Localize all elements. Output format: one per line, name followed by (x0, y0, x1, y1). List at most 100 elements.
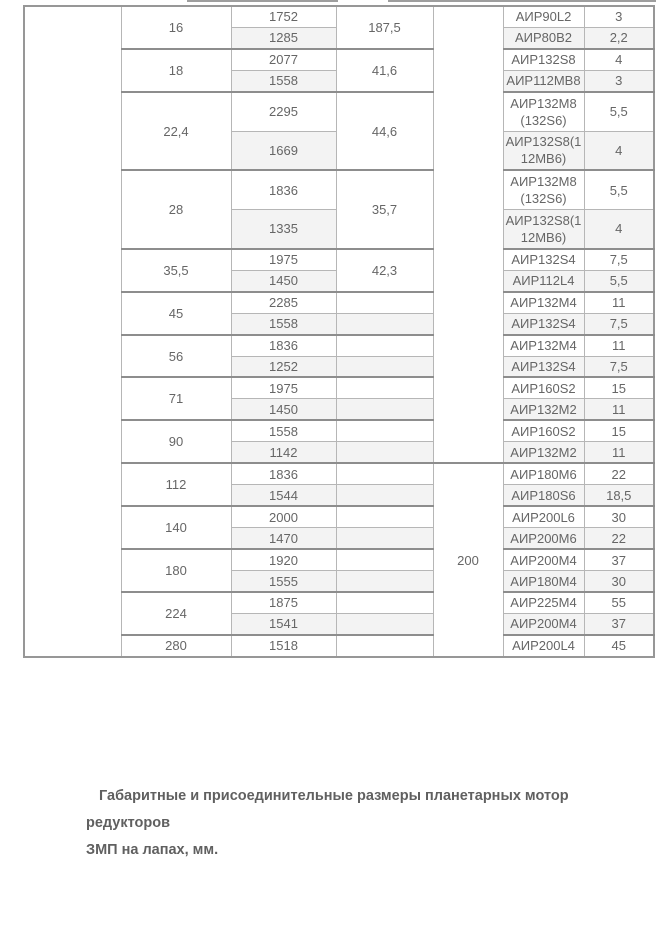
merged-value-cell (335, 484, 434, 507)
cutoff-mark (388, 0, 656, 2)
power-cell: 3 (583, 69, 655, 93)
motor-name-cell: АИР200М4 (502, 612, 585, 636)
power-cell: 5,5 (583, 269, 655, 293)
table-row: 1541 АИР200М4 37 (24, 612, 655, 636)
motor-name-cell: АИР200L6 (502, 505, 585, 529)
table-row: 45 2285 АИР132М4 11 (24, 290, 655, 336)
motor-name-cell: АИР132М4 (502, 290, 585, 314)
motor-name-cell: АИР160S2 (502, 419, 585, 443)
table-row: 56 1836 АИР132М4 11 (24, 333, 655, 378)
power-cell: 7,5 (583, 355, 655, 378)
power-cell: 37 (583, 612, 655, 636)
speed-value-cell: 1669 (230, 130, 337, 171)
power-cell: 15 (583, 376, 655, 400)
motor-name-cell: АИР132М2 (502, 398, 585, 421)
power-cell: 4 (583, 209, 655, 250)
speed-value-cell: 1558 (230, 69, 337, 93)
power-cell: 2,2 (583, 26, 655, 50)
power-cell: 18,5 (583, 484, 655, 507)
power-cell: 4 (583, 47, 655, 71)
speed-value-cell: 2077 (230, 47, 337, 71)
cutoff-mark (187, 0, 338, 2)
speed-value-cell: 1558 (230, 312, 337, 336)
table-row: 18 2077 41,6 АИР132S8 4 (24, 47, 655, 93)
merged-value-cell (335, 570, 434, 593)
motor-name-cell: АИР132М4 (502, 333, 585, 357)
motor-name-cell: АИР180М6 (502, 462, 585, 486)
speed-value-cell: 1920 (230, 548, 337, 572)
ratio-cell: 180 (120, 548, 232, 593)
table-row: 1252 АИР132S4 7,5 (24, 355, 655, 378)
power-cell: 3 (583, 5, 655, 28)
speed-value-cell: 1836 (230, 333, 337, 357)
ratio-cell: 112 (120, 462, 232, 507)
ratio-cell: 56 (120, 333, 232, 378)
ratio-cell: 28 (120, 169, 232, 250)
ratio-cell: 18 (120, 47, 232, 93)
table-row: 1669 АИР132S8(112МВ6) 4 (24, 130, 655, 171)
motor-name-cell: АИР132М8(132S6) (502, 169, 585, 211)
table-row: 1285 АИР80В2 2,2 (24, 26, 655, 50)
merged-value-cell: 187,5 (335, 5, 434, 50)
motor-name-cell: АИР132S4 (502, 247, 585, 271)
caption-line-2: ЗМП на лапах, мм. (86, 842, 219, 858)
motor-name-cell: АИР112МВ8 (502, 69, 585, 93)
merged-value-cell: 44,6 (335, 90, 434, 171)
merged-value-cell (335, 590, 434, 614)
table-row: 224 1875 АИР225М4 55 (24, 590, 655, 636)
speed-value-cell: 1836 (230, 169, 337, 211)
motor-name-cell: АИР132М8(132S6) (502, 90, 585, 132)
motor-name-cell: АИР132S8 (502, 47, 585, 71)
table-row: 22,4 2295 44,6 АИР132М8(132S6) 5,5 (24, 90, 655, 171)
speed-value-cell: 1470 (230, 527, 337, 550)
power-cell: 30 (583, 505, 655, 529)
merged-value-cell: 42,3 (335, 247, 434, 293)
speed-value-cell: 1752 (230, 5, 337, 28)
power-cell: 11 (583, 290, 655, 314)
motor-name-cell: АИР80В2 (502, 26, 585, 50)
speed-value-cell: 1518 (230, 633, 337, 658)
merged-value-cell (335, 312, 434, 336)
merged-value-cell (335, 355, 434, 378)
speed-value-cell: 2295 (230, 90, 337, 132)
ratio-cell: 224 (120, 591, 232, 636)
power-cell: 11 (583, 333, 655, 357)
table-row: 1142 АИР132М2 11 (24, 441, 655, 464)
merged-value-cell (335, 376, 434, 400)
merged-value-cell (335, 419, 434, 443)
motor-name-cell: АИР180М4 (502, 570, 585, 593)
table-row: 280 1518 АИР200L4 45 (24, 633, 655, 658)
table-row: 35,5 1975 42,3 АИР132S4 7,5 (24, 247, 655, 293)
merged-value-cell (335, 333, 434, 357)
motor-name-cell: АИР132S4 (502, 312, 585, 336)
speed-value-cell: 1555 (230, 570, 337, 593)
speed-value-cell: 1450 (230, 398, 337, 421)
merged-value-cell (335, 462, 434, 486)
speed-value-cell: 1252 (230, 355, 337, 378)
table-row: 1450 АИР132М2 11 (24, 398, 655, 421)
ratio-cell: 35,5 (120, 247, 232, 293)
speed-value-cell: 1875 (230, 590, 337, 614)
table-row: 1558 АИР112МВ8 3 (24, 69, 655, 93)
power-cell: 5,5 (583, 90, 655, 132)
speed-value-cell: 1142 (230, 441, 337, 464)
ratio-cell: 280 (120, 633, 232, 658)
merged-value-cell (335, 441, 434, 464)
merged-value-cell (335, 612, 434, 636)
speed-value-cell: 1975 (230, 247, 337, 271)
spec-table-body: 16 1752 187,5 АИР90L2 3 1285 АИР80В2 2,2 18 2077 4… (23, 5, 655, 658)
caption-line-1: Габаритные и присоединительные размеры п… (86, 788, 569, 831)
motor-name-cell: АИР132S8(112МВ6) (502, 130, 585, 171)
speed-value-cell: 1285 (230, 26, 337, 50)
ratio-cell: 71 (120, 376, 232, 421)
table-row: 1335 АИР132S8(112МВ6) 4 (24, 209, 655, 250)
size-cell: 200 (432, 462, 504, 658)
size-cell (432, 5, 504, 464)
merged-value-cell (335, 398, 434, 421)
motor-name-cell: АИР180S6 (502, 484, 585, 507)
power-cell: 7,5 (583, 247, 655, 271)
speed-value-cell: 1836 (230, 462, 337, 486)
motor-name-cell: АИР132М2 (502, 441, 585, 464)
speed-value-cell: 1541 (230, 612, 337, 636)
ratio-cell: 22,4 (120, 90, 232, 171)
